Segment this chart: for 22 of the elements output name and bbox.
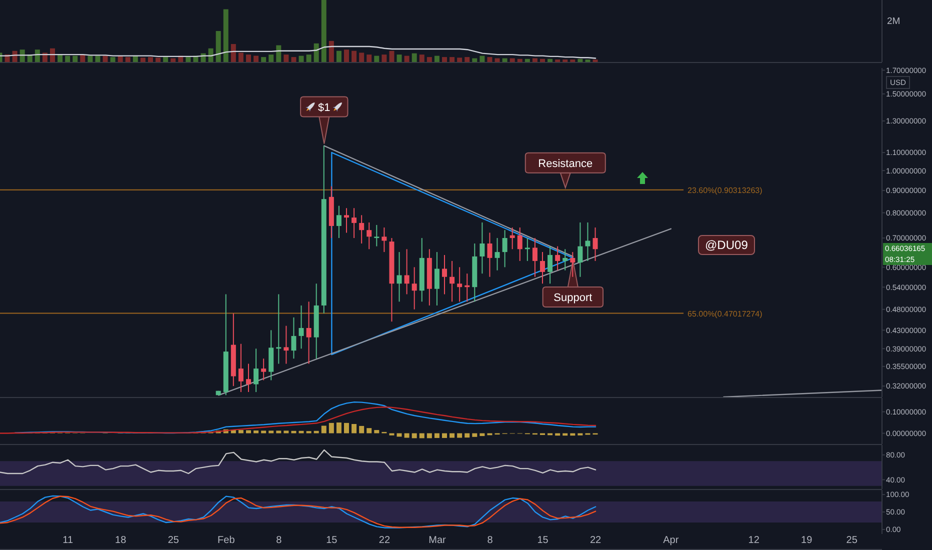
ref-line-label: 23.60%(0.90313263): [688, 186, 763, 195]
x-tick-label: 15: [537, 535, 549, 546]
x-tick-label: 15: [326, 535, 338, 546]
x-tick-label: Mar: [428, 535, 447, 546]
x-tick-label: 19: [801, 535, 813, 546]
annotation: @DU09: [698, 235, 755, 255]
text: 2M: [887, 16, 900, 27]
x-tick-label: Feb: [218, 535, 236, 546]
annotation: $1: [318, 102, 330, 114]
x-tick-label: 8: [487, 535, 494, 546]
x-tick-label: 11: [62, 535, 74, 546]
x-tick-label: 22: [590, 535, 602, 546]
x-tick-label: 18: [115, 535, 127, 546]
x-tick-label: Apr: [663, 535, 680, 546]
annotation: Resistance: [538, 158, 593, 170]
x-tick-label: 25: [168, 535, 180, 546]
ref-line-label: 65.00%(0.47017274): [688, 309, 763, 318]
x-tick-label: 12: [748, 535, 760, 546]
x-tick-label: 22: [378, 535, 390, 546]
x-tick-label: 25: [846, 535, 858, 546]
annotation: Support: [554, 292, 592, 304]
x-tick-label: 8: [276, 535, 282, 546]
